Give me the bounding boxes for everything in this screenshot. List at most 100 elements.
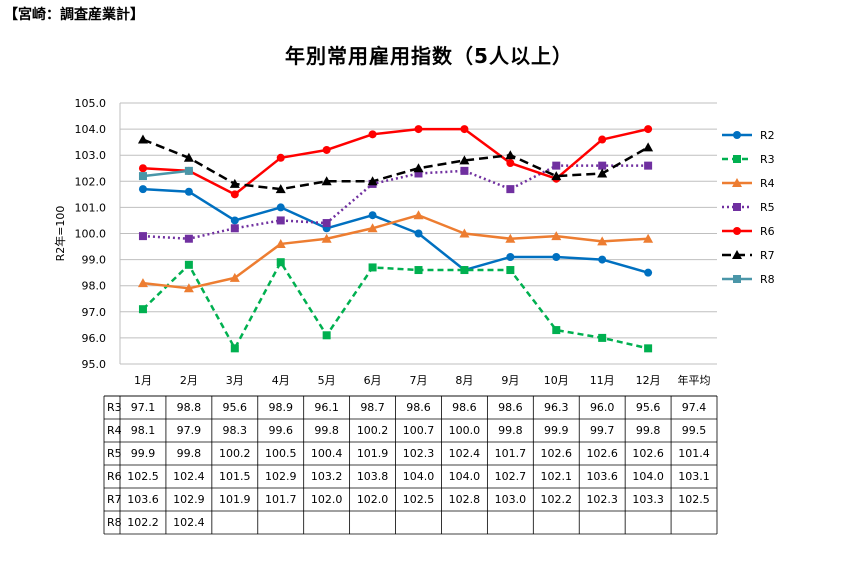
chart-title: 年別常用雇用指数（5人以上）	[285, 44, 573, 68]
series-line-R5	[142, 164, 649, 240]
legend-label-R3: R3	[760, 153, 775, 166]
table-cell-R5: 102.3	[403, 447, 435, 460]
x-tick-label: 12月	[636, 374, 661, 387]
table-cell-R3: 97.4	[682, 401, 707, 414]
data-point-R5	[138, 232, 147, 241]
data-point-R6	[276, 153, 285, 162]
y-tick-label: 103.0	[75, 149, 107, 162]
data-point-R2	[368, 211, 377, 220]
table-cell-R3: 96.3	[544, 401, 569, 414]
y-tick-label: 96.0	[82, 332, 107, 345]
table-row-label-R6: R6	[107, 470, 122, 483]
data-point-R6	[322, 145, 331, 154]
data-point-R6	[460, 125, 469, 134]
data-point-R7	[137, 134, 148, 144]
x-tick-label: 9月	[501, 374, 519, 387]
data-point-R5	[230, 224, 239, 233]
data-point-R2	[230, 216, 239, 225]
table-row-label-R3: R3	[107, 401, 122, 414]
table-cell-R4: 100.7	[403, 424, 435, 437]
data-point-R6	[230, 190, 239, 199]
data-point-R8	[184, 166, 193, 175]
table-cell-R5: 100.5	[265, 447, 297, 460]
data-point-R6	[506, 159, 515, 168]
data-point-R7	[321, 176, 332, 186]
x-tick-label: 7月	[410, 374, 428, 387]
y-tick-label: 104.0	[75, 123, 107, 136]
table-cell-R5: 101.7	[495, 447, 527, 460]
table-cell-R7: 102.5	[678, 493, 710, 506]
table-cell-R6: 102.1	[541, 470, 573, 483]
table-cell-R7: 101.7	[265, 493, 297, 506]
data-point-R2	[414, 229, 423, 238]
table-cell-R4: 99.5	[682, 424, 707, 437]
legend-label-R2: R2	[760, 129, 775, 142]
table-row-label-R8: R8	[107, 516, 122, 529]
legend-marker-R4	[732, 178, 742, 187]
data-point-R5	[276, 216, 285, 225]
table-cell-R6: 104.0	[632, 470, 664, 483]
data-point-R7	[413, 163, 424, 173]
data-point-R5	[506, 185, 515, 194]
table-cell-R3: 97.1	[131, 401, 156, 414]
data-point-R5	[184, 234, 193, 243]
table-cell-R6: 102.4	[173, 470, 205, 483]
table-row-label-R7: R7	[107, 493, 122, 506]
table-cell-R3: 95.6	[223, 401, 248, 414]
data-point-R4	[137, 278, 148, 288]
legend-marker-R6	[733, 227, 741, 235]
table-cell-R7: 102.9	[173, 493, 205, 506]
table-cell-R6: 101.5	[219, 470, 251, 483]
legend-label-R6: R6	[760, 225, 775, 238]
table-cell-R6: 103.8	[357, 470, 389, 483]
data-point-R4	[321, 233, 332, 243]
legend-label-R4: R4	[760, 177, 775, 190]
data-point-R5	[322, 219, 331, 228]
table-cell-R3: 96.0	[590, 401, 615, 414]
table-cell-R7: 102.0	[357, 493, 389, 506]
data-point-R7	[183, 152, 194, 162]
table-cell-R4: 99.8	[636, 424, 661, 437]
table-cell-R5: 102.4	[449, 447, 481, 460]
table-row-label-R5: R5	[107, 447, 122, 460]
x-tick-label: 11月	[590, 374, 615, 387]
y-tick-label: 98.0	[82, 280, 107, 293]
legend-label-R8: R8	[760, 273, 775, 286]
table-cell-R6: 103.1	[678, 470, 710, 483]
series-line-R7	[142, 138, 649, 191]
data-point-R2	[138, 185, 147, 194]
data-point-R2	[506, 252, 515, 261]
table-cell-R6: 104.0	[449, 470, 481, 483]
data-point-R7	[229, 178, 240, 188]
table-cell-R3: 98.6	[452, 401, 477, 414]
y-tick-label: 105.0	[75, 97, 107, 110]
table-cell-R3: 96.1	[314, 401, 339, 414]
table-cell-R4: 98.1	[131, 424, 156, 437]
data-point-R2	[184, 187, 193, 196]
data-point-R4	[183, 283, 194, 293]
data-point-R4	[275, 238, 286, 248]
data-point-R7	[551, 171, 562, 181]
y-tick-label: 101.0	[75, 201, 107, 214]
table-cell-R6: 102.9	[265, 470, 297, 483]
y-tick-label: 99.0	[82, 254, 107, 267]
data-point-R7	[367, 176, 378, 186]
table-cell-R8: 102.4	[173, 516, 205, 529]
data-point-R5	[460, 166, 469, 175]
legend-label-R5: R5	[760, 201, 775, 214]
x-tick-label: 8月	[455, 374, 473, 387]
table-cell-R7: 102.3	[586, 493, 618, 506]
data-point-R6	[644, 125, 653, 134]
data-point-R8	[138, 172, 147, 181]
table-cell-R6: 103.6	[586, 470, 618, 483]
table-cell-R4: 99.8	[498, 424, 523, 437]
table-cell-R7: 103.0	[495, 493, 527, 506]
data-point-R3	[184, 260, 193, 269]
data-point-R7	[275, 184, 286, 194]
data-point-R4	[643, 233, 654, 243]
table-cell-R7: 102.0	[311, 493, 343, 506]
table-cell-R7: 103.6	[127, 493, 159, 506]
data-point-R3	[644, 344, 653, 353]
table-cell-R6: 102.5	[127, 470, 159, 483]
data-point-R7	[505, 150, 516, 160]
